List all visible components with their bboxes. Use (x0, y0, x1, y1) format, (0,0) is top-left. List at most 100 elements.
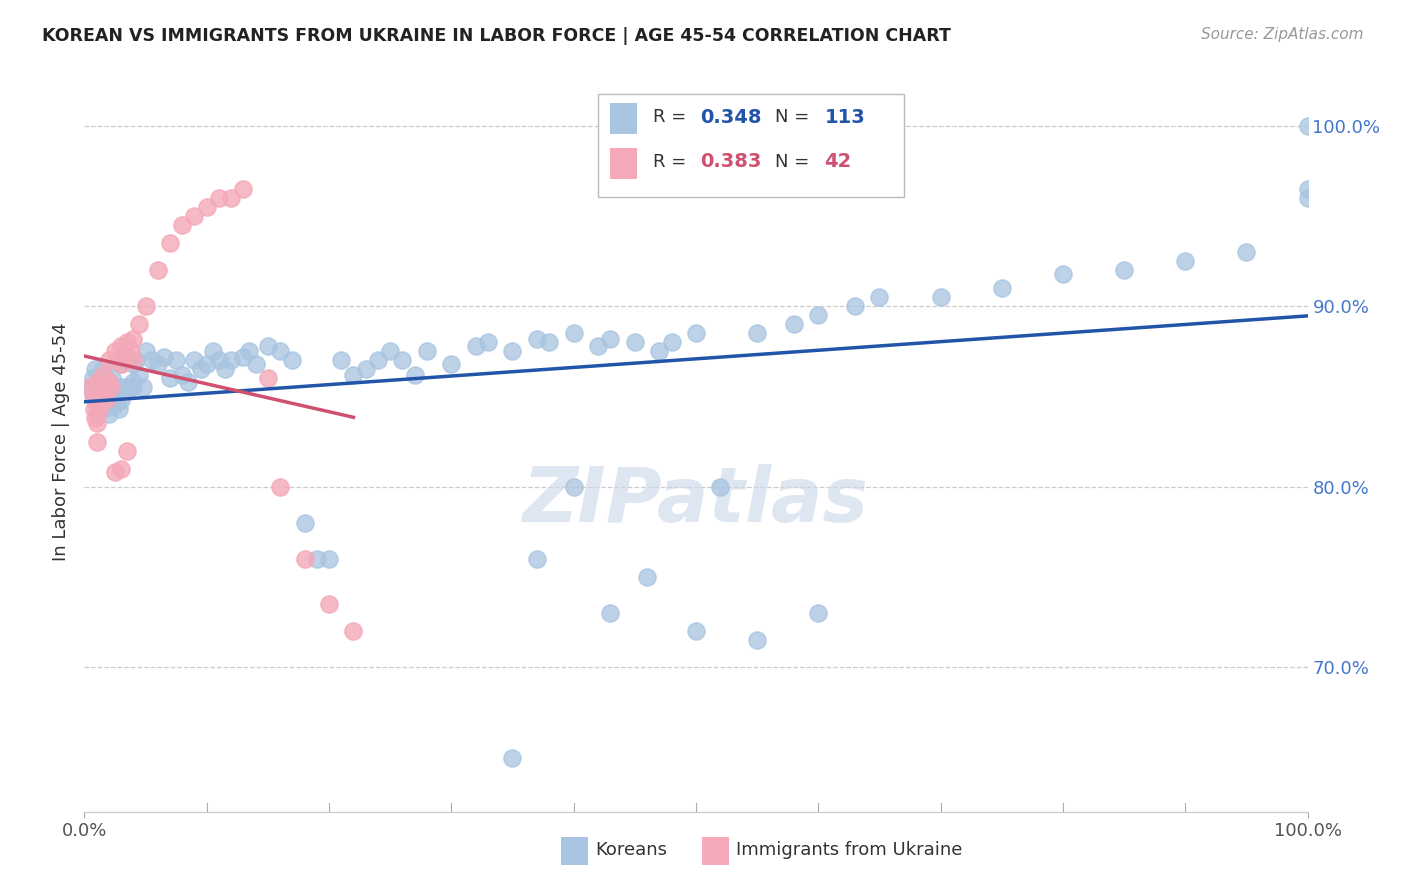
Point (305, 552, 328, 566)
Point (86, 417, 108, 431)
Point (86, 375, 108, 389)
Point (747, 326, 769, 341)
Point (94, 380, 117, 394)
Point (93, 380, 115, 394)
Point (128, 368, 150, 382)
Point (97, 375, 120, 389)
Text: Koreans: Koreans (596, 841, 668, 859)
Point (201, 344, 224, 359)
Point (112, 353, 135, 368)
Point (624, 335, 647, 350)
Point (599, 606, 621, 620)
Point (661, 335, 683, 350)
Point (844, 299, 866, 313)
Point (709, 480, 731, 494)
Point (86, 434, 108, 449)
Point (159, 235, 181, 250)
Point (104, 465, 127, 479)
Point (1174, 254, 1197, 268)
Point (562, 480, 585, 494)
Point (84, 362, 107, 376)
Point (100, 399, 122, 413)
Point (91, 380, 114, 394)
Point (97, 353, 120, 368)
Point (367, 353, 389, 368)
Point (135, 344, 157, 359)
Point (91, 368, 114, 382)
Point (183, 209, 205, 223)
FancyBboxPatch shape (598, 94, 904, 197)
Point (89, 392, 111, 407)
Point (103, 389, 125, 403)
Point (87, 404, 110, 418)
FancyBboxPatch shape (610, 147, 637, 178)
Point (648, 344, 671, 359)
Point (807, 308, 830, 322)
FancyBboxPatch shape (610, 103, 637, 135)
Point (219, 191, 242, 205)
Point (79, 380, 101, 394)
Point (86, 408, 108, 422)
Point (1052, 267, 1074, 281)
Point (120, 344, 142, 359)
Point (132, 380, 155, 394)
Point (79, 380, 101, 394)
Point (257, 339, 280, 353)
Point (807, 606, 830, 620)
Point (97, 385, 120, 400)
Point (128, 317, 150, 331)
Point (135, 299, 157, 313)
Point (122, 353, 145, 368)
Point (172, 368, 194, 382)
Point (146, 357, 169, 371)
Point (929, 290, 952, 304)
Point (146, 263, 169, 277)
Point (477, 335, 499, 350)
Point (502, 750, 524, 764)
Point (502, 344, 524, 359)
Point (104, 344, 127, 359)
Point (1296, 182, 1319, 196)
Point (82, 371, 104, 385)
Point (91, 392, 114, 407)
Point (294, 516, 316, 530)
Point (96, 389, 118, 403)
Point (1296, 119, 1319, 133)
Point (330, 353, 353, 368)
Point (105, 392, 128, 407)
Point (110, 461, 132, 475)
Point (783, 317, 806, 331)
Point (281, 353, 304, 368)
Point (86, 375, 108, 389)
Point (93, 368, 115, 382)
Text: R =: R = (654, 108, 686, 127)
Point (195, 357, 218, 371)
Point (238, 344, 260, 359)
Point (1296, 191, 1319, 205)
Point (586, 339, 609, 353)
Point (440, 357, 463, 371)
Point (97, 392, 120, 407)
Point (91, 375, 114, 389)
Text: ZIPatlas: ZIPatlas (523, 464, 869, 538)
Point (269, 480, 291, 494)
Point (404, 368, 426, 382)
Point (125, 353, 148, 368)
Text: N =: N = (776, 108, 810, 127)
Point (869, 290, 891, 304)
Point (153, 350, 176, 364)
Text: R =: R = (654, 153, 686, 170)
Text: KOREAN VS IMMIGRANTS FROM UKRAINE IN LABOR FORCE | AGE 45-54 CORRELATION CHART: KOREAN VS IMMIGRANTS FROM UKRAINE IN LAB… (42, 27, 950, 45)
Point (1114, 263, 1136, 277)
Point (83, 402, 105, 417)
Point (685, 326, 707, 341)
Point (1236, 244, 1258, 259)
Point (115, 380, 138, 394)
Point (122, 375, 145, 389)
Point (107, 402, 129, 417)
Point (342, 624, 364, 639)
Point (87, 399, 110, 413)
Point (190, 362, 212, 376)
Point (526, 332, 548, 346)
Point (991, 281, 1014, 295)
